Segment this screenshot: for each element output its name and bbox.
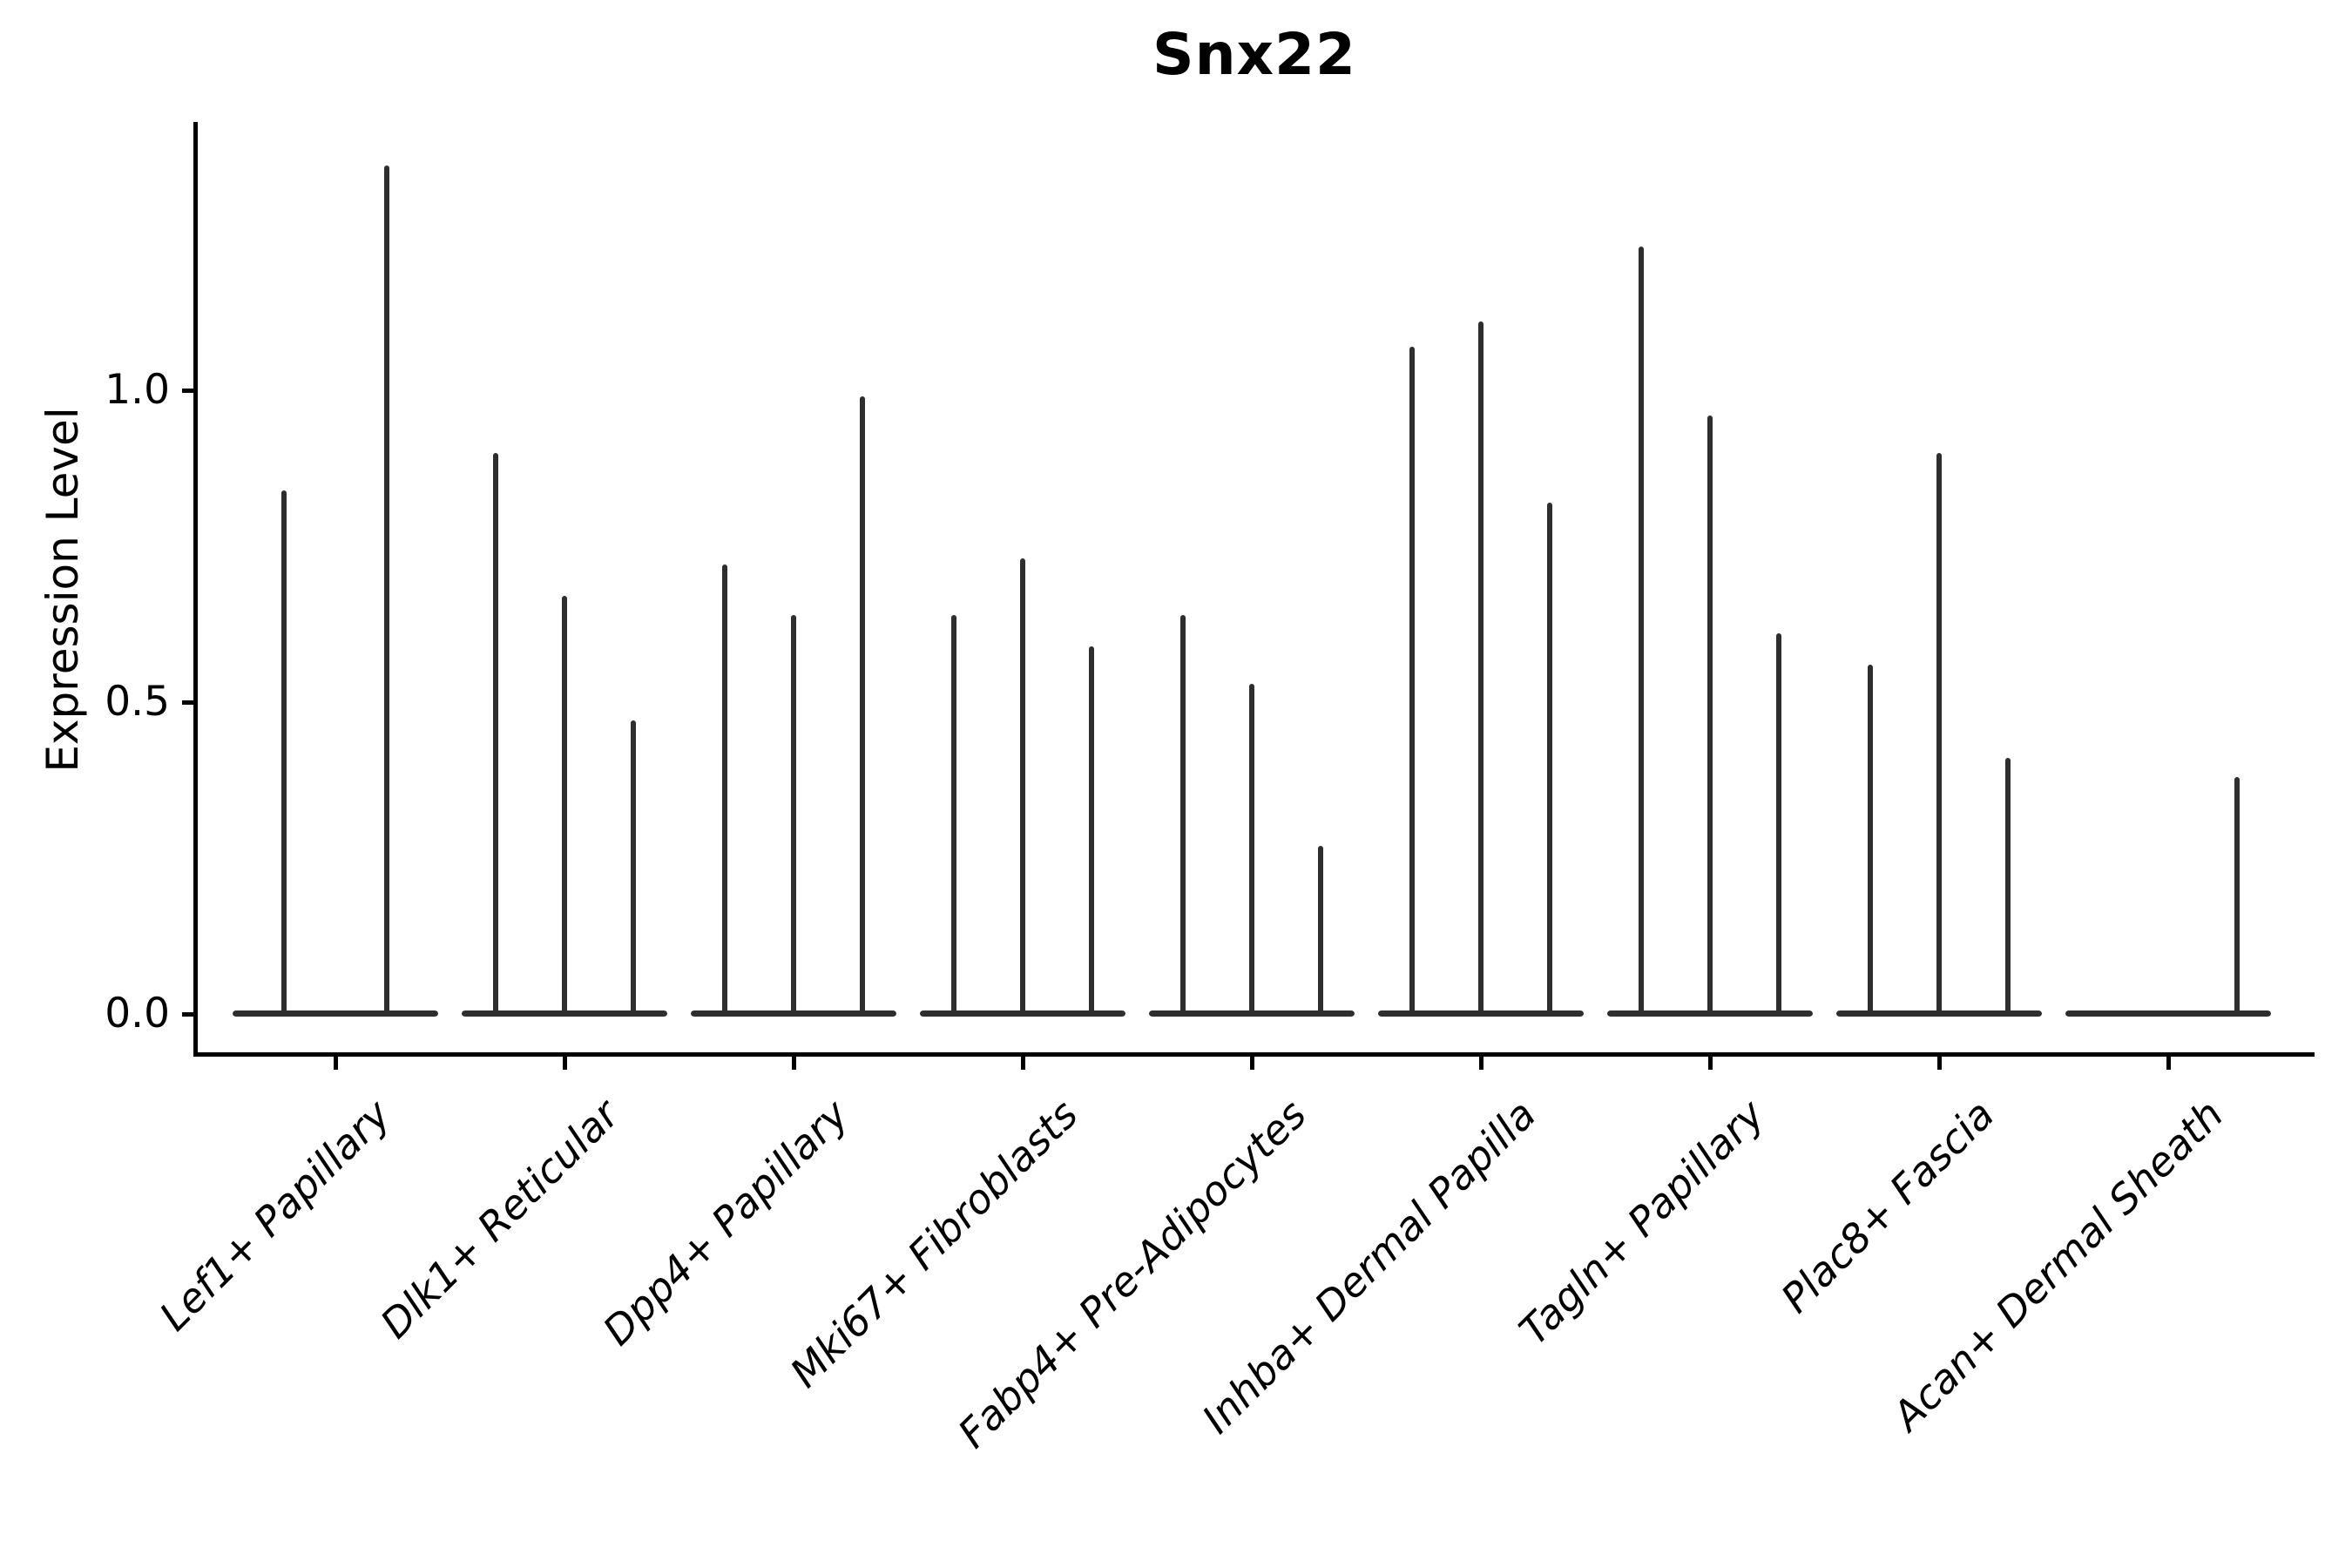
- violin-spike: [722, 564, 728, 1016]
- y-tick-label: 0.5: [105, 678, 170, 726]
- violin-spike: [1317, 845, 1323, 1016]
- violin-baseline: [2065, 1010, 2271, 1017]
- x-tick-mark: [333, 1056, 338, 1070]
- violin-spike: [384, 166, 389, 1016]
- x-tick-mark: [2166, 1056, 2171, 1070]
- violin-spike: [1409, 346, 1416, 1016]
- violin-spike: [951, 614, 957, 1016]
- x-tick-mark: [1936, 1056, 1942, 1070]
- violin-spike: [281, 490, 287, 1016]
- x-axis-label: Dpp4+ Papillary: [593, 1091, 858, 1355]
- chart-title: Snx22: [1152, 21, 1356, 88]
- violin-spike: [1478, 321, 1484, 1016]
- violin-spike: [493, 452, 499, 1016]
- violin-spike: [1639, 247, 1645, 1016]
- violin-spike: [630, 720, 636, 1016]
- y-axis-label: Expression Level: [37, 407, 88, 773]
- violin-spike: [1088, 645, 1094, 1016]
- x-axis-label: Dlk1+ Reticular: [371, 1091, 629, 1348]
- violin-spike: [2004, 758, 2011, 1016]
- violin-spike: [1775, 633, 1781, 1016]
- violin-spike: [1546, 502, 1552, 1016]
- x-tick-mark: [1020, 1056, 1025, 1070]
- violin-spike: [1020, 558, 1025, 1016]
- violin-baseline: [233, 1010, 438, 1017]
- x-tick-mark: [1707, 1056, 1713, 1070]
- violin-spike: [562, 596, 567, 1016]
- x-axis-label: Lef1+ Papillary: [150, 1091, 400, 1340]
- x-tick-mark: [791, 1056, 796, 1070]
- x-tick-mark: [1249, 1056, 1254, 1070]
- violin-spike: [1868, 665, 1874, 1016]
- y-tick-label: 1.0: [105, 366, 170, 414]
- x-axis-label: Plac8+ Fascia: [1771, 1091, 2004, 1322]
- violin-spike: [791, 614, 796, 1016]
- violin-spike: [1707, 415, 1713, 1016]
- violin-spike: [1936, 452, 1942, 1016]
- x-tick-mark: [1478, 1056, 1484, 1070]
- y-tick-label: 0.0: [105, 990, 170, 1037]
- y-axis-spine: [193, 122, 198, 1057]
- y-tick-mark: [182, 700, 196, 705]
- violin-spike: [1249, 683, 1254, 1016]
- y-tick-mark: [182, 388, 196, 393]
- x-axis-spine: [193, 1052, 2315, 1057]
- violin-spike: [2234, 776, 2240, 1016]
- x-tick-mark: [562, 1056, 567, 1070]
- violin-spike: [859, 396, 865, 1016]
- x-axis-label: Tagln+ Papillary: [1510, 1091, 1774, 1355]
- violin-spike: [1180, 614, 1186, 1016]
- y-tick-mark: [182, 1011, 196, 1017]
